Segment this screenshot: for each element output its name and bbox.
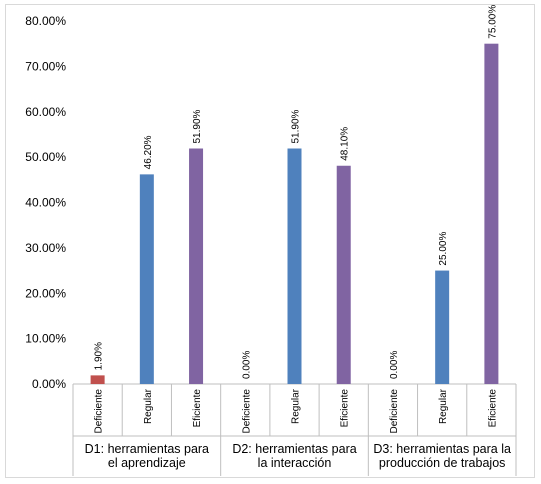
- data-label: 25.00%: [438, 232, 449, 266]
- category-label: Regular: [143, 388, 154, 424]
- category-label: Regular: [291, 388, 302, 424]
- category-labels: Deficiente Regular Eficiente Deficiente Regu…: [94, 388, 499, 433]
- bar: [90, 375, 105, 384]
- category-label: Deficiente: [94, 389, 105, 434]
- y-tick-label: 30.00%: [25, 241, 66, 255]
- bar: [435, 270, 450, 384]
- y-tick-label: 40.00%: [25, 196, 66, 210]
- bar: [336, 165, 351, 384]
- y-tick-label: 80.00%: [25, 14, 66, 28]
- category-label: Eficiente: [192, 389, 203, 428]
- data-label: 51.90%: [291, 109, 302, 143]
- category-label: Eficiente: [487, 389, 498, 428]
- y-tick-label: 20.00%: [25, 286, 66, 300]
- group-label: la interacción: [258, 456, 332, 470]
- category-label: Eficiente: [340, 389, 351, 428]
- data-label: 0.00%: [241, 351, 252, 379]
- group-label: D1: herramientas para: [85, 442, 209, 456]
- group-label: D3: herramientas para la: [373, 442, 511, 456]
- bars: [90, 43, 499, 384]
- data-label: 0.00%: [389, 351, 400, 379]
- y-tick-label: 50.00%: [25, 150, 66, 164]
- data-label: 1.90%: [94, 342, 105, 370]
- bar: [139, 174, 154, 384]
- category-label: Regular: [438, 388, 449, 424]
- group-label: producción de trabajos: [379, 456, 505, 470]
- data-labels: 1.90% 46.20% 51.90% 0.00% 51.90% 48.10% 0.00% 2…: [94, 5, 499, 379]
- bar: [484, 43, 499, 384]
- y-tick-label: 60.00%: [25, 105, 66, 119]
- data-label: 46.20%: [143, 135, 154, 169]
- category-label: Deficiente: [389, 389, 400, 434]
- category-label: Deficiente: [241, 389, 252, 434]
- group-label: el aprendizaje: [108, 456, 186, 470]
- y-tick-label: 10.00%: [25, 332, 66, 346]
- y-tick-label: 0.00%: [32, 377, 66, 391]
- data-label: 48.10%: [340, 127, 351, 161]
- y-axis-ticks: 0.00% 10.00% 20.00% 30.00% 40.00% 50.00% 60.00…: [25, 14, 66, 391]
- data-label: 51.90%: [192, 109, 203, 143]
- y-tick-label: 70.00%: [25, 59, 66, 73]
- bar: [287, 148, 302, 384]
- group-label: D2: herramientas para: [232, 442, 356, 456]
- bar: [189, 148, 204, 384]
- data-label: 75.00%: [487, 5, 498, 39]
